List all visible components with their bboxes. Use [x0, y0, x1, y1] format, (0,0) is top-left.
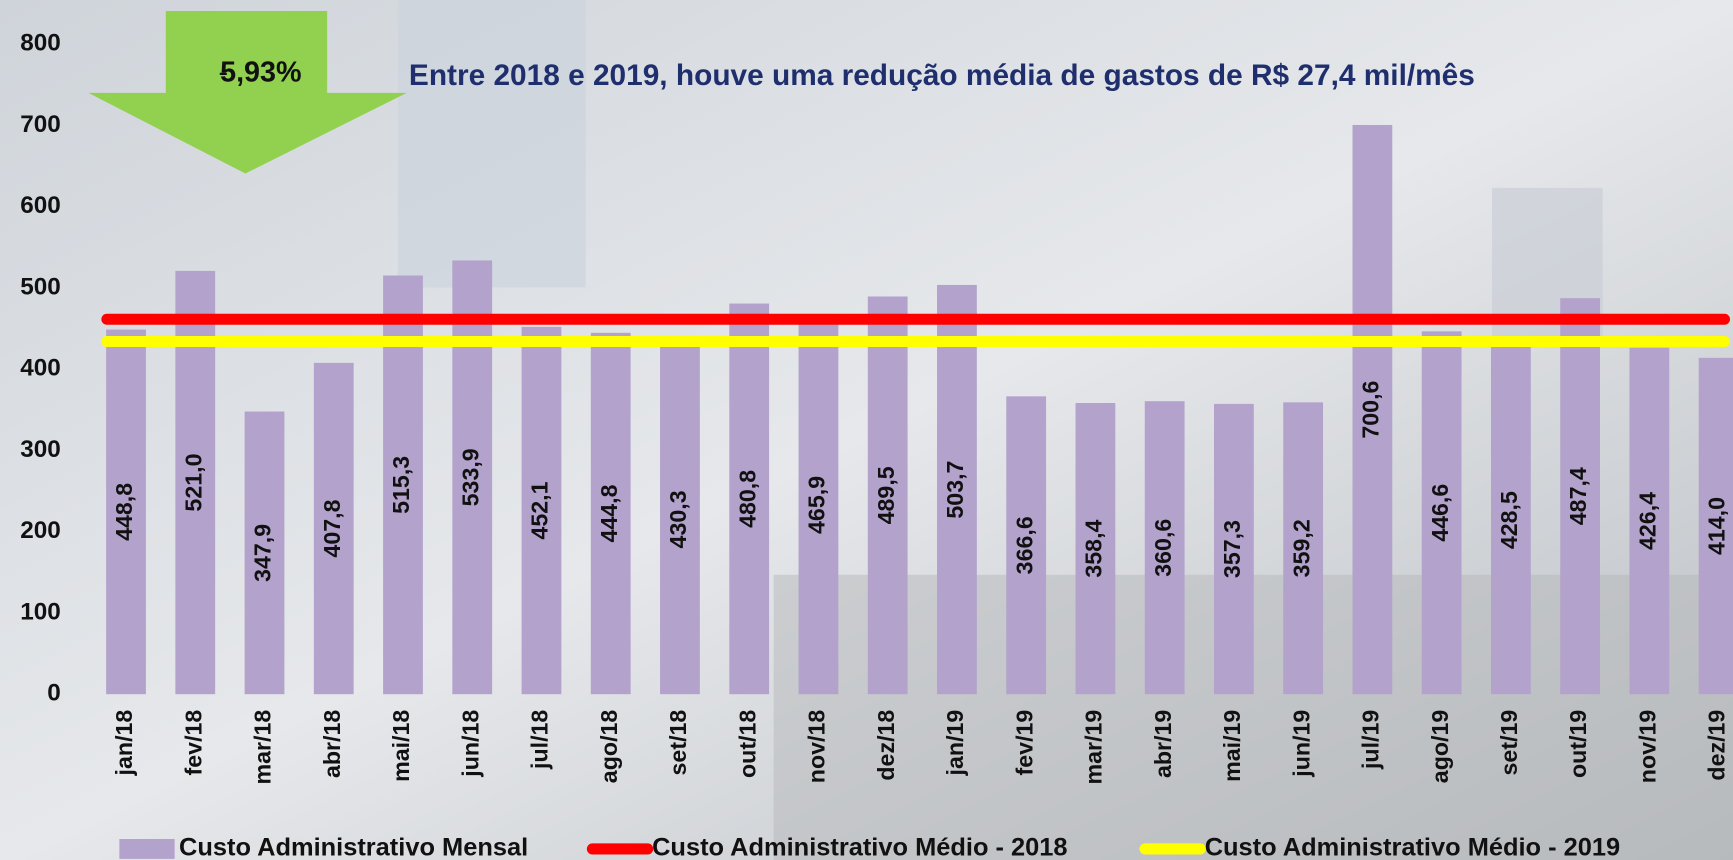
y-tick-label: 400	[20, 355, 61, 382]
value-label: 444,8	[596, 484, 622, 542]
value-label: 700,6	[1358, 380, 1384, 438]
annotation-arrow	[88, 11, 407, 174]
value-label: 360,6	[1150, 519, 1176, 577]
value-label: 480,8	[734, 470, 760, 528]
bar	[1560, 298, 1601, 695]
value-label: 533,9	[457, 448, 483, 506]
bar	[1075, 403, 1116, 695]
x-tick-label: jun/19	[1288, 710, 1314, 778]
x-tick-label: jan/19	[942, 710, 968, 777]
legend-label: Custo Administrativo Médio - 2019	[1205, 834, 1620, 860]
y-tick-label: 600	[20, 192, 61, 219]
background-shape	[397, 0, 586, 288]
bar	[1144, 401, 1185, 695]
x-tick-label: ago/18	[596, 710, 622, 784]
value-label: 407,8	[319, 499, 345, 557]
bar	[1421, 331, 1462, 695]
plot-area: 0 100 200 300 400 500 600 700 800 448,8 521,0 347,9…	[20, 30, 1733, 785]
value-label: 357,3	[1219, 520, 1245, 578]
bar	[590, 332, 631, 695]
x-tick-label: fev/18	[180, 710, 206, 776]
value-label: 366,6	[1011, 516, 1037, 574]
x-tick-label: nov/18	[804, 710, 830, 784]
value-label: 487,4	[1565, 467, 1591, 525]
value-label: 465,9	[804, 476, 830, 534]
bar	[106, 329, 146, 695]
bar	[937, 284, 977, 695]
bar	[729, 303, 770, 695]
x-tick-label: jun/18	[457, 710, 483, 778]
x-tick-label: mar/18	[250, 710, 276, 785]
value-label: 359,2	[1288, 519, 1314, 577]
x-tick-label: set/19	[1496, 710, 1522, 776]
y-tick-label: 700	[20, 111, 61, 138]
legend-swatch	[119, 838, 175, 859]
legend-label: Custo Administrativo Mensal	[179, 834, 528, 860]
value-label: 414,0	[1704, 497, 1730, 555]
y-tick-label: 100	[20, 598, 61, 625]
bar	[1352, 124, 1393, 695]
bar	[521, 326, 562, 695]
legend-label: Custo Administrativo Médio - 2018	[652, 834, 1067, 860]
x-tick-label: nov/19	[1634, 710, 1660, 784]
y-tick-label: 200	[20, 517, 61, 544]
bar	[1283, 402, 1324, 695]
bar	[1629, 347, 1670, 695]
annotation-text: 5,93%	[220, 57, 301, 89]
x-tick-label: jul/18	[527, 710, 553, 770]
bar	[798, 315, 839, 695]
bar	[244, 411, 285, 695]
bar	[313, 362, 354, 695]
value-label: 521,0	[180, 454, 206, 512]
value-label: 358,4	[1081, 519, 1107, 577]
chart-title: Entre 2018 e 2019, houve uma redução méd…	[409, 59, 1475, 92]
x-tick-label: set/18	[665, 710, 691, 776]
value-label: 446,6	[1427, 484, 1453, 542]
bar	[867, 296, 908, 695]
value-label: 347,9	[250, 524, 276, 582]
y-tick-label: 500	[20, 273, 61, 300]
value-label: 503,7	[942, 461, 968, 519]
value-label: 452,1	[527, 481, 553, 539]
bar	[1490, 346, 1531, 695]
value-label: 428,5	[1496, 491, 1522, 549]
bar	[660, 344, 700, 695]
x-tick-label: mai/18	[388, 710, 414, 782]
x-tick-label: jul/19	[1358, 710, 1384, 770]
value-label: 448,8	[111, 483, 137, 541]
value-label: 489,5	[873, 466, 899, 524]
x-tick-label: dez/18	[873, 710, 899, 781]
x-tick-label: ago/19	[1427, 710, 1453, 784]
y-tick-label: 300	[20, 436, 61, 463]
x-tick-label: abr/19	[1150, 710, 1176, 778]
bar	[1214, 403, 1254, 695]
x-tick-label: dez/19	[1704, 710, 1730, 781]
x-tick-label: jan/18	[111, 710, 137, 777]
bar	[452, 260, 493, 695]
bar	[1698, 357, 1733, 695]
x-tick-label: fev/19	[1011, 710, 1037, 776]
x-tick-label: abr/18	[319, 710, 345, 778]
annotation-sign: -	[218, 57, 228, 89]
x-tick-label: out/19	[1565, 710, 1591, 778]
y-tick-label: 800	[20, 30, 61, 57]
x-tick-label: mai/19	[1219, 710, 1245, 782]
y-tick-label: 0	[47, 680, 61, 707]
bar	[1006, 396, 1047, 695]
x-tick-label: mar/19	[1081, 710, 1107, 785]
value-label: 430,3	[665, 490, 691, 548]
value-label: 515,3	[388, 456, 414, 514]
x-tick-label: out/18	[734, 710, 760, 778]
value-label: 426,4	[1634, 492, 1660, 550]
